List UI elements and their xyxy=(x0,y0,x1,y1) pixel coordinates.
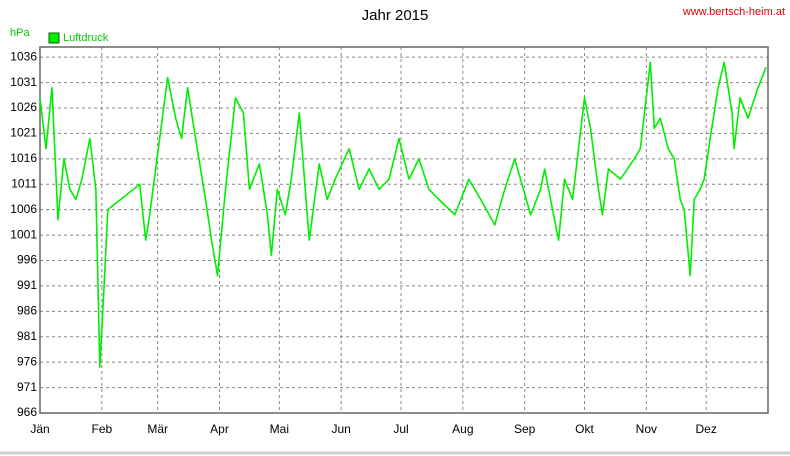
x-tick-label: Sep xyxy=(514,422,536,436)
y-tick-label: 1021 xyxy=(10,126,37,140)
plot-frame xyxy=(39,46,769,414)
y-tick-label: 986 xyxy=(17,304,37,318)
x-tick-label: Aug xyxy=(452,422,473,436)
legend-label: Luftdruck xyxy=(63,32,109,44)
y-axis-label: hPa xyxy=(10,27,30,39)
x-tick-label: Okt xyxy=(575,422,594,436)
x-tick-label: Mai xyxy=(270,422,289,436)
x-tick-label: Jun xyxy=(331,422,350,436)
x-tick-label: Feb xyxy=(91,422,112,436)
y-tick-label: 1031 xyxy=(10,75,37,89)
y-tick-label: 996 xyxy=(17,253,37,267)
y-tick-label: 1036 xyxy=(10,49,37,63)
y-tick-label: 1001 xyxy=(10,227,37,241)
y-tick-label: 976 xyxy=(17,354,37,368)
x-tick-label: Apr xyxy=(210,422,229,436)
x-tick-label: Nov xyxy=(636,422,657,436)
chart-title: Jahr 2015 xyxy=(362,7,429,24)
y-tick-label: 966 xyxy=(17,405,37,419)
x-tick-label: Jän xyxy=(30,422,49,436)
y-tick-label: 991 xyxy=(17,278,37,292)
x-tick-label: Dez xyxy=(695,422,716,436)
legend-swatch xyxy=(48,32,60,44)
source: www.bertsch-heim.at xyxy=(682,6,785,18)
y-tick-label: 971 xyxy=(17,380,37,394)
x-tick-label: Jul xyxy=(393,422,408,436)
data-line xyxy=(39,61,767,369)
x-tick-label: Mär xyxy=(147,422,168,436)
y-tick-label: 1016 xyxy=(10,151,37,165)
y-tick-label: 981 xyxy=(17,329,37,343)
y-tick-label: 1026 xyxy=(10,100,37,114)
y-tick-label: 1006 xyxy=(10,202,37,216)
y-tick-label: 1011 xyxy=(11,176,37,190)
